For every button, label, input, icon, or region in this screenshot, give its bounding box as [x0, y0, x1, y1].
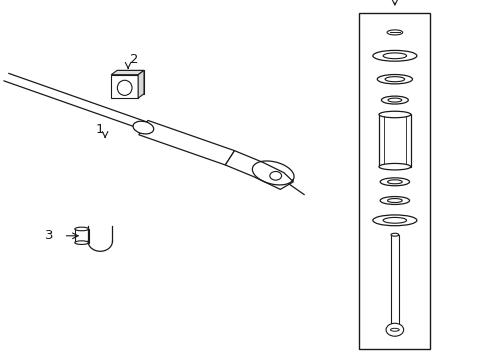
Polygon shape	[138, 71, 144, 98]
Ellipse shape	[387, 98, 401, 102]
Ellipse shape	[386, 180, 401, 184]
Polygon shape	[139, 121, 234, 165]
Ellipse shape	[386, 199, 401, 202]
Text: 3: 3	[44, 229, 53, 242]
Ellipse shape	[75, 241, 88, 244]
Ellipse shape	[380, 197, 409, 204]
Ellipse shape	[381, 96, 407, 104]
Polygon shape	[225, 151, 293, 189]
Ellipse shape	[372, 215, 416, 226]
Bar	[390, 235, 398, 328]
Polygon shape	[111, 71, 144, 75]
Ellipse shape	[378, 163, 410, 170]
Text: 2: 2	[130, 53, 139, 66]
Ellipse shape	[383, 53, 406, 59]
Ellipse shape	[385, 77, 404, 82]
Text: 1: 1	[96, 123, 104, 136]
Bar	[75, 229, 88, 243]
Ellipse shape	[390, 233, 398, 236]
Ellipse shape	[133, 121, 153, 134]
Circle shape	[386, 323, 403, 336]
Bar	[111, 75, 138, 98]
Circle shape	[269, 171, 281, 180]
Ellipse shape	[372, 50, 416, 61]
Ellipse shape	[386, 30, 402, 35]
Ellipse shape	[380, 178, 409, 186]
Bar	[378, 114, 410, 167]
Ellipse shape	[378, 111, 410, 118]
Ellipse shape	[377, 75, 411, 84]
Ellipse shape	[75, 227, 88, 231]
Ellipse shape	[389, 328, 398, 331]
Ellipse shape	[383, 217, 406, 223]
Ellipse shape	[117, 80, 132, 95]
Bar	[117, 71, 144, 94]
Bar	[359, 13, 429, 349]
